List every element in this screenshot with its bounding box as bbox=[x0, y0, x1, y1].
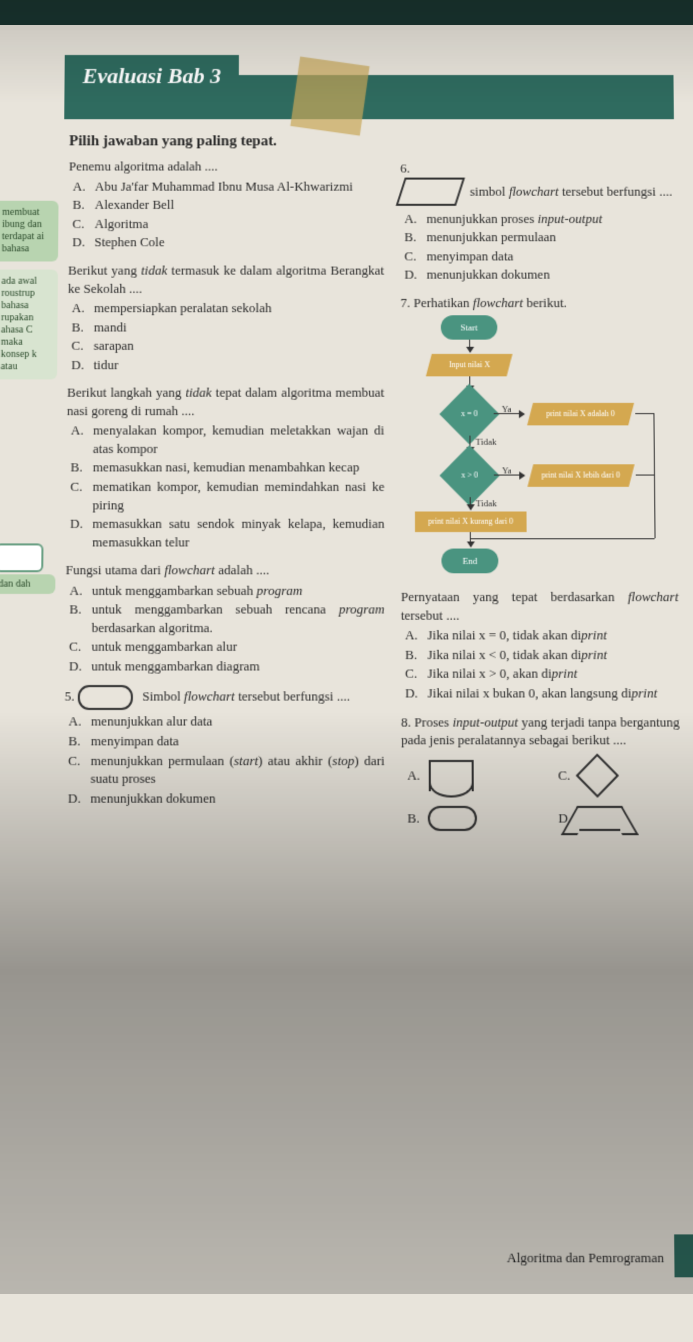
q1-opt-c: C.Algoritma bbox=[72, 215, 384, 233]
question-5: 5. Simbol flowchart tersebut berfungsi .… bbox=[64, 686, 385, 808]
q6-stem: 6. simbol flowchart tersebut berfungsi .… bbox=[400, 159, 675, 207]
terminator-shape-icon bbox=[78, 686, 133, 711]
fc-tidak-2: Tidak bbox=[476, 497, 497, 509]
header-band: Evaluasi Bab 3 bbox=[64, 75, 674, 119]
question-4: Fungsi utama dari flowchart adalah .... … bbox=[65, 561, 385, 675]
q1-stem: Penemu algoritma adalah .... bbox=[69, 158, 384, 176]
q6-opt-d: D.menunjukkan dokumen bbox=[404, 266, 675, 284]
q7-followup: Pernyataan yang tepat berdasarkan flowch… bbox=[401, 588, 679, 624]
diamond-shape-icon bbox=[576, 753, 619, 797]
q2-opt-a: A.mempersiapkan peralatan sekolah bbox=[72, 299, 385, 317]
fc-out-1: print nilai X adalah 0 bbox=[527, 403, 634, 425]
left-column: Pilih jawaban yang paling tepat. Penemu … bbox=[63, 131, 384, 841]
q8-stem: 8. Proses input-output yang terjadi tanp… bbox=[401, 713, 680, 750]
question-7: 7. Perhatikan flowchart berikut. Start I… bbox=[400, 294, 679, 703]
instruction: Pilih jawaban yang paling tepat. bbox=[69, 131, 384, 151]
margin-tag: membuat ibung dan terdapat ai bahasa bbox=[0, 201, 59, 262]
q4-opt-c: C.untuk menggambarkan alur bbox=[69, 638, 385, 656]
q2-opt-c: C.sarapan bbox=[71, 337, 384, 355]
q8-opt-c: C. bbox=[558, 755, 678, 795]
q3-opt-c: C.mematikan kompor, kemudian memindahkan… bbox=[70, 478, 384, 514]
content-columns: Pilih jawaban yang paling tepat. Penemu … bbox=[0, 119, 693, 841]
chapter-title: Evaluasi Bab 3 bbox=[64, 55, 239, 93]
right-column: 6. simbol flowchart tersebut berfungsi .… bbox=[400, 131, 681, 841]
q3-opt-d: D.memasukkan satu sendok minyak kelapa, … bbox=[70, 515, 385, 551]
footer-badge bbox=[674, 1234, 693, 1277]
q7-opt-b: B.Jika nilai x < 0, tidak akan diprint bbox=[405, 646, 679, 664]
parallelogram-shape-icon bbox=[396, 177, 465, 205]
question-8: 8. Proses input-output yang terjadi tanp… bbox=[401, 713, 681, 831]
q7-opt-d: D.Jikai nilai x bukan 0, akan langsung d… bbox=[405, 684, 679, 702]
fc-input: Input nilai X bbox=[426, 354, 513, 376]
question-6: 6. simbol flowchart tersebut berfungsi .… bbox=[400, 159, 675, 283]
fc-process: print nilai X kurang dari 0 bbox=[415, 512, 527, 533]
q4-stem: Fungsi utama dari flowchart adalah .... bbox=[66, 561, 385, 579]
flowchart-diagram: Start Input nilai X x = 0 Ya print nilai… bbox=[400, 316, 678, 582]
rounded-rect-shape-icon bbox=[428, 806, 477, 831]
margin-box bbox=[0, 543, 43, 572]
question-2: Berikut yang tidak termasuk ke dalam alg… bbox=[67, 261, 384, 373]
q4-opt-b: B.untuk menggambarkan sebuah rencana pro… bbox=[69, 600, 385, 636]
q4-opt-d: D.untuk menggambarkan diagram bbox=[69, 657, 385, 675]
q5-opt-a: A.menunjukkan alur data bbox=[68, 713, 384, 731]
q2-stem: Berikut yang tidak termasuk ke dalam alg… bbox=[68, 261, 384, 297]
q7-opt-c: C.Jika nilai x > 0, akan diprint bbox=[405, 665, 679, 683]
q7-opt-a: A.Jika nilai x = 0, tidak akan diprint bbox=[405, 626, 679, 644]
q8-opt-b: B. bbox=[407, 806, 527, 831]
document-shape-icon bbox=[428, 760, 473, 791]
q2-opt-b: B.mandi bbox=[72, 318, 385, 336]
q7-stem: 7. Perhatikan flowchart berikut. bbox=[400, 294, 675, 312]
q4-opt-a: A.untuk menggambarkan sebuah program bbox=[69, 581, 384, 599]
q1-opt-a: A.Abu Ja'far Muhammad Ibnu Musa Al-Khwar… bbox=[73, 177, 385, 195]
q8-opt-a: A. bbox=[407, 755, 527, 795]
q1-opt-b: B.Alexander Bell bbox=[73, 196, 385, 214]
q5-opt-b: B.menyimpan data bbox=[68, 732, 385, 750]
fc-start: Start bbox=[441, 316, 498, 340]
q1-opt-d: D.Stephen Cole bbox=[72, 234, 384, 252]
page: Evaluasi Bab 3 membuat ibung dan terdapa… bbox=[0, 25, 693, 1342]
hexagon-shape-icon bbox=[579, 806, 620, 831]
margin-tag: ada awal roustrup bahasa rupakan ahasa C… bbox=[0, 270, 58, 380]
q5-stem: 5. Simbol flowchart tersebut berfungsi .… bbox=[64, 686, 384, 711]
q5-opt-c: C.menunjukkan permulaan (start) atau akh… bbox=[68, 751, 385, 788]
q3-stem: Berikut langkah yang tidak tepat dalam a… bbox=[67, 384, 385, 420]
question-1: Penemu algoritma adalah .... A.Abu Ja'fa… bbox=[68, 158, 384, 252]
q6-opt-c: C.menyimpan data bbox=[404, 247, 675, 265]
q5-opt-d: D.menunjukkan dokumen bbox=[68, 789, 385, 807]
q3-opt-b: B.memasukkan nasi, kemudian menambahkan … bbox=[70, 459, 384, 477]
margin-tags: membuat ibung dan terdapat ai bahasa ada… bbox=[0, 201, 59, 594]
tape-decoration bbox=[290, 56, 369, 135]
q8-opt-d: D. bbox=[558, 806, 678, 831]
q6-opt-b: B.menunjukkan permulaan bbox=[404, 228, 675, 246]
footer-text: Algoritma dan Pemrograman bbox=[507, 1249, 664, 1266]
q6-opt-a: A.menunjukkan proses input-output bbox=[404, 209, 675, 227]
fc-out-2: print nilai X lebih dari 0 bbox=[527, 465, 634, 488]
fc-end: End bbox=[441, 549, 498, 574]
q2-opt-d: D.tidur bbox=[71, 356, 384, 374]
margin-tag: dan dah bbox=[0, 574, 55, 594]
question-3: Berikut langkah yang tidak tepat dalam a… bbox=[66, 384, 385, 551]
fc-tidak-1: Tidak bbox=[476, 436, 497, 448]
q3-opt-a: A.menyalakan kompor, kemudian meletakkan… bbox=[71, 422, 385, 458]
